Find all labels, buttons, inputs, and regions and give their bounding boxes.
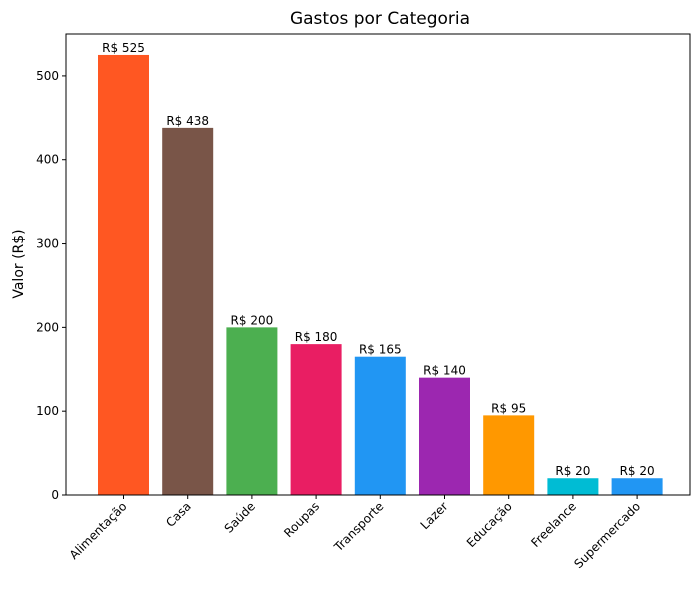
bar-value-label: R$ 200 xyxy=(231,313,274,327)
bar xyxy=(547,478,599,495)
bar xyxy=(354,356,406,495)
bar-value-label: R$ 20 xyxy=(555,464,590,478)
x-tick-label: Casa xyxy=(163,499,194,530)
y-tick-label: 0 xyxy=(51,488,59,502)
plot-border xyxy=(65,33,691,496)
x-tick-label: Roupas xyxy=(281,499,322,540)
bars xyxy=(98,54,663,496)
y-axis-label: Valor (R$) xyxy=(11,229,27,298)
bar-value-label: R$ 20 xyxy=(620,464,655,478)
bar-value-label: R$ 438 xyxy=(166,114,209,128)
x-tick-label: Alimentação xyxy=(67,499,130,562)
bar xyxy=(611,478,663,495)
x-tick-label: Supermercado xyxy=(571,499,643,571)
bar-value-label: R$ 165 xyxy=(359,343,402,357)
bar-value-label: R$ 140 xyxy=(423,364,466,378)
bar xyxy=(98,54,149,496)
bar-value-label: R$ 95 xyxy=(491,401,526,415)
x-tick-label: Educação xyxy=(464,499,515,550)
x-tick-label: Transporte xyxy=(331,499,387,555)
bar xyxy=(162,127,214,495)
bar-value-label: R$ 525 xyxy=(102,41,145,55)
y-tick-label: 100 xyxy=(36,404,59,418)
bar-value-label: R$ 180 xyxy=(295,330,338,344)
y-tick-label: 300 xyxy=(36,237,59,251)
bar xyxy=(226,327,278,495)
bar xyxy=(483,415,535,495)
x-tick-label: Freelance xyxy=(528,499,579,550)
chart-title: Gastos por Categoria xyxy=(290,9,470,29)
y-tick-label: 500 xyxy=(36,69,59,83)
bar xyxy=(290,344,342,495)
y-tick-label: 400 xyxy=(36,153,59,167)
y-tick-label: 200 xyxy=(36,320,59,334)
x-tick-label: Saúde xyxy=(222,499,258,535)
bar-value-labels: R$ 525 R$ 438 R$ 200 R$ 180 R$ 165 R$ 140 R$ 9… xyxy=(102,41,654,478)
x-tick-label: Lazer xyxy=(418,499,451,532)
plot-frame xyxy=(65,33,691,496)
bar xyxy=(419,377,470,495)
